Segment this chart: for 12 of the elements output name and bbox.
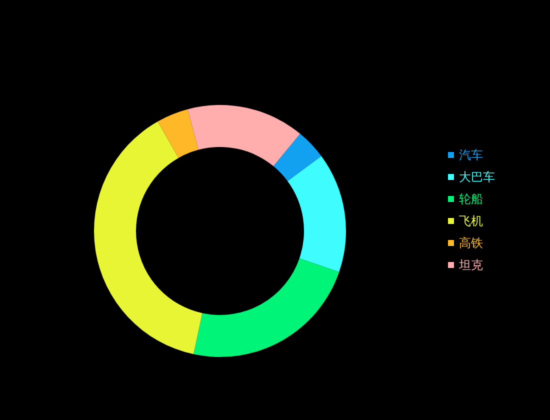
legend-label: 汽车 — [459, 148, 483, 162]
legend-label: 轮船 — [459, 192, 483, 206]
donut-slice — [273, 134, 322, 182]
donut-slice — [188, 105, 300, 166]
legend-label: 大巴车 — [459, 170, 495, 184]
donut-slice — [158, 109, 198, 158]
legend-label: 坦克 — [458, 258, 483, 272]
legend-label: 飞机 — [459, 214, 483, 228]
donut-slice — [194, 258, 340, 357]
donut-slice — [94, 121, 202, 354]
legend-label: 高铁 — [459, 236, 483, 250]
donut-slice — [288, 156, 346, 272]
